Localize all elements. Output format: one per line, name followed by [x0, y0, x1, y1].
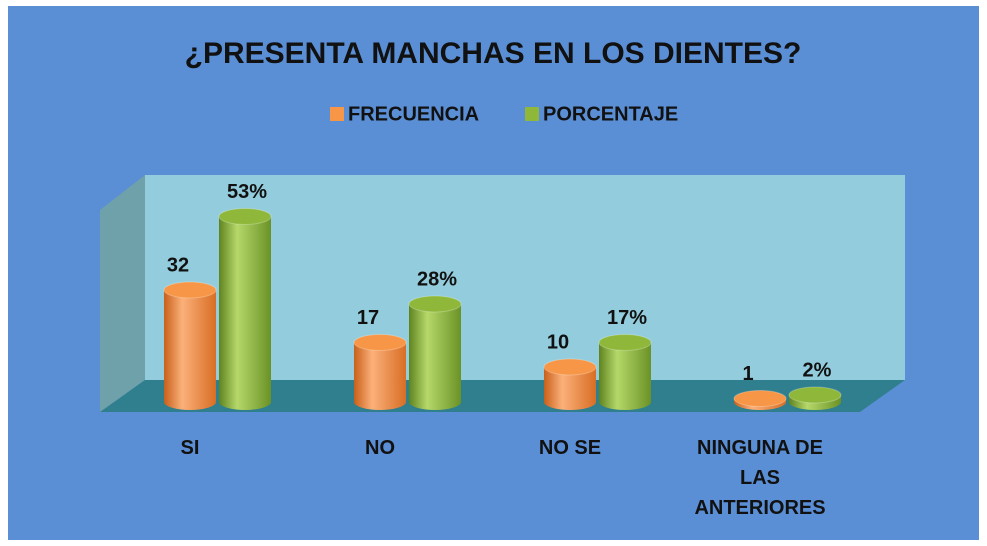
legend-label: PORCENTAJE [543, 103, 678, 125]
bar [163, 281, 217, 410]
cylinder-top [788, 386, 842, 404]
data-label: 2% [803, 359, 832, 381]
bar [788, 386, 842, 410]
cylinder-body [599, 342, 651, 402]
legend-swatch [330, 107, 344, 121]
cylinder-top [733, 390, 787, 407]
x-tick-label: NINGUNA DE LAS ANTERIORES [694, 437, 826, 519]
legend-swatch [525, 107, 539, 121]
floor [100, 380, 905, 412]
bar [408, 295, 462, 410]
cylinder-top [543, 358, 597, 376]
data-label: 32 [167, 254, 189, 276]
data-label: 10 [547, 331, 569, 353]
cylinder-top [598, 334, 652, 351]
cylinder-top [353, 334, 407, 351]
cylinder-body [164, 290, 216, 402]
cylinder-body [409, 304, 461, 402]
data-label: 1 [742, 363, 753, 385]
bar [733, 390, 787, 410]
data-label: 28% [417, 268, 457, 290]
back-wall [145, 175, 905, 380]
x-tick-label: NO [365, 437, 395, 459]
side-wall [100, 175, 145, 412]
data-label: 17 [357, 307, 379, 329]
x-tick-label: NO SE [538, 437, 602, 459]
bar [543, 358, 597, 410]
bar [353, 334, 407, 410]
cylinder-body [219, 216, 271, 402]
cylinder-top [163, 281, 217, 299]
chart-title: ¿PRESENTA MANCHAS EN LOS DIENTES? [185, 37, 802, 70]
bar [218, 208, 272, 410]
cylinder-body [354, 342, 406, 402]
bar [598, 334, 652, 410]
legend-label: FRECUENCIA [348, 103, 479, 125]
cylinder-top [408, 295, 462, 313]
data-label: 53% [227, 181, 267, 203]
data-label: 17% [607, 307, 647, 329]
x-tick-label: SI [180, 437, 200, 459]
cylinder-top [218, 208, 272, 225]
